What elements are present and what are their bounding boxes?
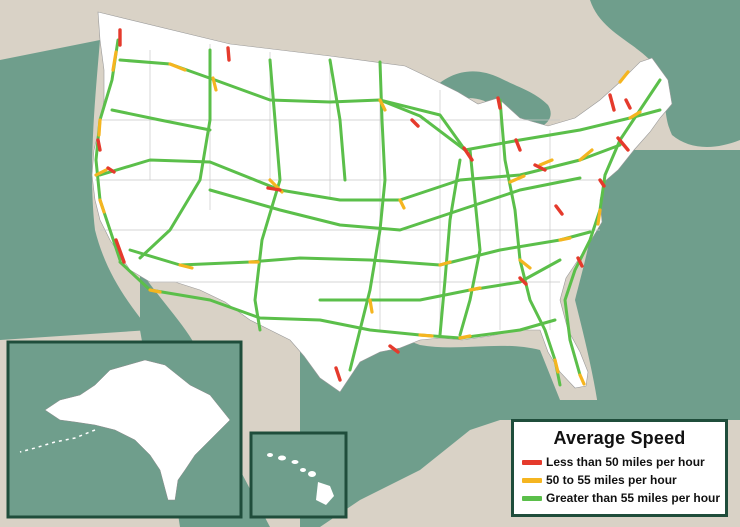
atlantic-water-north xyxy=(590,0,740,147)
gulf-water xyxy=(300,328,600,527)
legend-title: Average Speed xyxy=(553,428,686,448)
alaska-aleutians xyxy=(19,429,96,453)
legend-label-mid: 50 to 55 miles per hour xyxy=(546,473,677,487)
hawaii-islands xyxy=(267,453,334,505)
pacific-water xyxy=(0,40,150,340)
highways-red xyxy=(96,28,632,382)
legend-label-high: Greater than 55 miles per hour xyxy=(546,491,721,505)
alaska-land xyxy=(44,359,231,501)
legend-swatch-green xyxy=(522,495,542,501)
legend-item-high: Greater than 55 miles per hour xyxy=(522,489,721,507)
hawaii-inset xyxy=(249,431,348,519)
legend-swatch-red xyxy=(522,459,542,465)
legend-swatch-yellow xyxy=(522,477,542,483)
legend-item-low: Less than 50 miles per hour xyxy=(522,453,717,471)
legend: Average Speed Less than 50 miles per hou… xyxy=(511,419,728,517)
highways-green xyxy=(94,38,662,387)
legend-item-mid: 50 to 55 miles per hour xyxy=(522,471,717,489)
legend-label-low: Less than 50 miles per hour xyxy=(546,455,705,469)
highways-yellow xyxy=(94,50,642,386)
atlantic-water-south xyxy=(575,150,740,420)
state-boundaries xyxy=(95,44,600,330)
